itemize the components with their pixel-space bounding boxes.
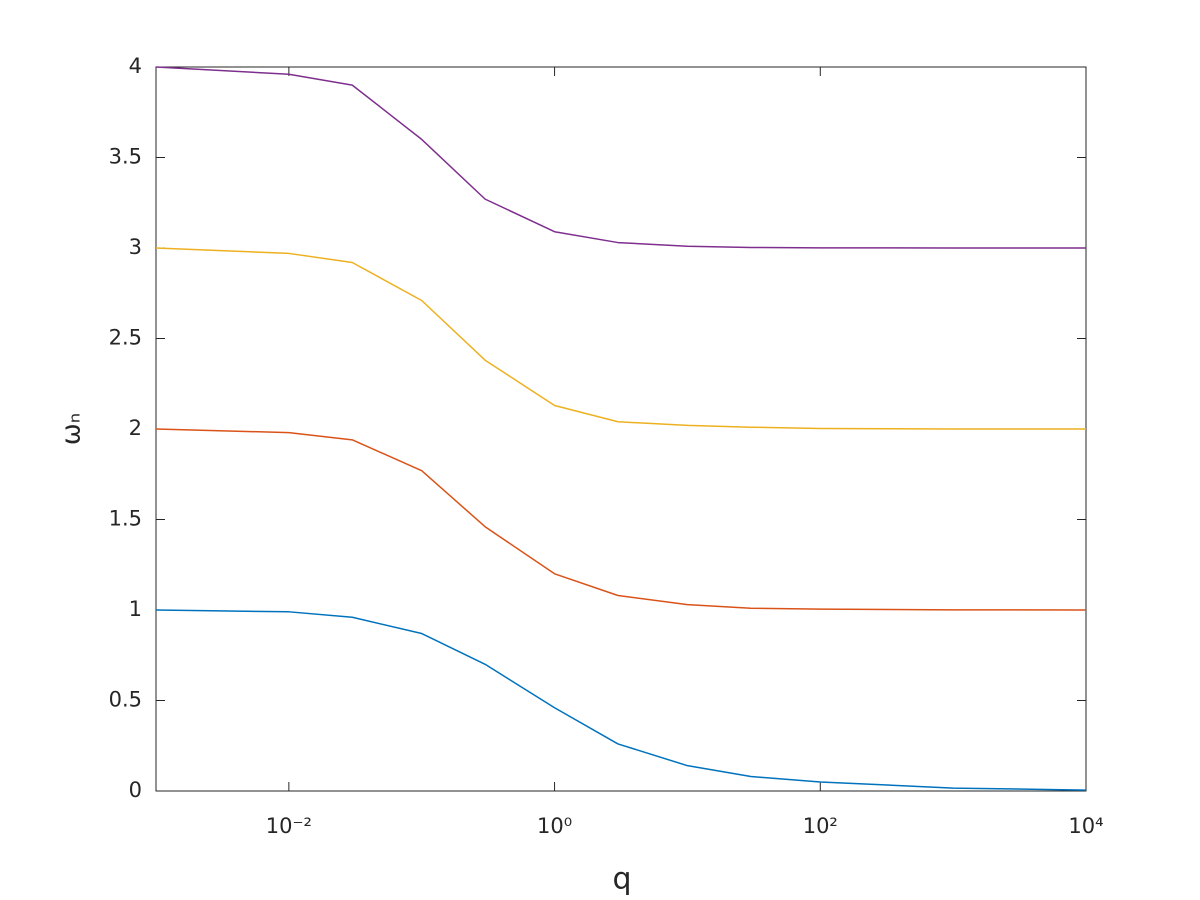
y-tick-label: 0.5 [109, 688, 142, 712]
series-line [155, 247, 1086, 430]
series-line [155, 609, 1087, 791]
y-tick-label: 0 [129, 778, 142, 802]
y-tick-label: 1 [129, 597, 142, 621]
y-tick-label: 2 [129, 416, 142, 440]
x-tick-label: 10² [803, 814, 838, 838]
y-axis-label: ωₙ [57, 413, 87, 445]
series-line [155, 428, 1087, 611]
x-tick-label: 10⁴ [1068, 814, 1103, 838]
series-line [155, 66, 1086, 249]
y-tick-label: 2.5 [109, 326, 142, 350]
x-tick-label: 10⁰ [537, 814, 572, 838]
y-tick-label: 3 [129, 235, 142, 259]
y-tick-label: 3.5 [109, 145, 142, 169]
y-tick-label: 4 [129, 54, 142, 78]
x-axis-label: q [612, 862, 631, 897]
x-tick-label: 10⁻² [266, 814, 312, 838]
y-tick-label: 1.5 [109, 507, 142, 531]
